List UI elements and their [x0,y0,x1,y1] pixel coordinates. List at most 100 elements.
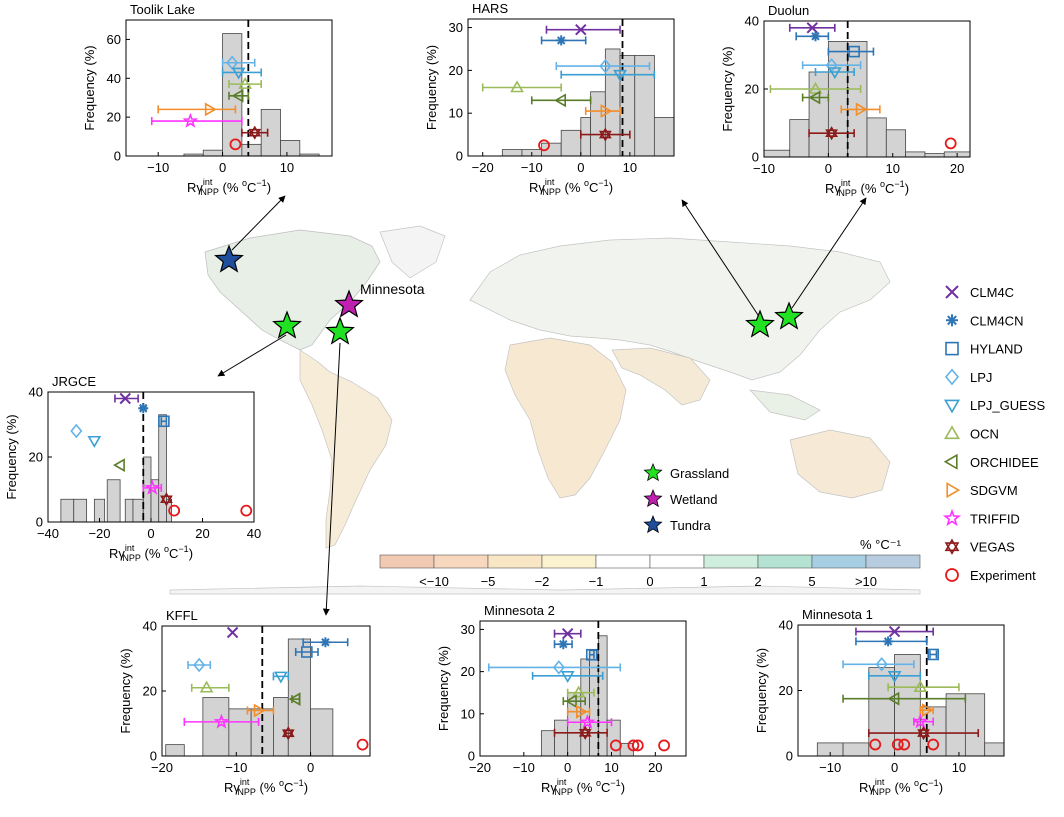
axis-label-part: −1 [293,778,303,788]
histogram-bar [132,498,144,523]
legend-item-sdgvm: SDGVM [946,482,1018,498]
data-point-ocn [199,680,214,693]
y-axis-label: Frequency (%) [720,46,735,131]
colorbar-segment [379,554,435,569]
axis-label-part: (% [141,546,164,561]
site-arrow [791,197,867,309]
colorbar-segment [649,554,705,569]
site-legend-label: Grassland [670,466,729,481]
data-point-sdgvm [576,704,588,719]
x-tick-label: 10 [886,161,900,176]
southeast-asia-landmass [749,389,821,421]
axis-label-part: Rγ [109,546,125,561]
x-tick-label: −10 [753,161,775,176]
axis-label-part: (% [219,180,242,195]
histogram-bar [165,744,185,757]
legend-item-vegas: VEGAS [944,538,1015,555]
data-point-hyland [158,415,170,428]
data-point-lpj-guess [87,435,102,448]
data-point-experiment [168,504,181,517]
hexagram-marker-icon [944,538,960,555]
x-tick-label: 10 [952,760,966,775]
colorbar-segment [595,554,651,569]
grassland-site-star-icon [774,301,804,330]
tundra-site-star-icon [214,244,244,273]
data-point-experiment [631,739,644,752]
y-axis-label: Frequency (%) [436,646,451,731]
histogram-bar [885,129,907,158]
x-tick-label: −20 [88,526,110,541]
histogram-bar [763,149,791,158]
panel-title: KFFL [166,608,198,623]
x-tick-label: 0 [891,760,898,775]
colorbar-tick-label: <−10 [419,574,449,589]
north-america-landmass [204,229,381,351]
axis-label-part: C [284,780,293,795]
x-tick-label: −10 [819,760,841,775]
axis-label-part: ) [939,780,943,795]
histogram-panel-minnesota-2: −20 −10 0 10 20 0 10 20 30 Minnesota 2 Frequency (… [436,603,687,797]
asterisk-marker-icon [946,314,958,327]
eurasia-landmass [469,237,891,381]
axis-label-part: −1 [610,778,620,788]
axis-label-part: o [584,178,589,188]
data-point-experiment [240,504,253,517]
histogram-bar [60,498,75,523]
y-tick-label: 20 [461,664,475,679]
data-point-experiment [356,738,369,751]
site-arrow [681,199,761,319]
colorbar-segment [433,554,489,569]
y-tick-label: 40 [29,385,43,400]
colorbar-tick-label: −2 [535,574,550,589]
legend-item-experiment: Experiment [945,568,1036,583]
south-asia-landmass [611,347,711,406]
axis-label-part: int [240,777,250,787]
axis-label-part: o [242,178,247,188]
site-arrow [322,342,341,616]
data-point-triffid [912,713,929,729]
legend-label: TRIFFID [970,511,1020,526]
axis-label-part: Rγ [825,181,841,196]
data-point-experiment [891,738,904,751]
y-tick-label: 0 [786,749,793,764]
x-tick-label: 20 [648,760,662,775]
x-tick-label: −20 [472,160,494,175]
axis-label-part: C [247,180,256,195]
colorbar-segment [757,554,813,569]
histogram-bar [597,635,608,757]
colorbar-segment [811,554,867,569]
data-point-lpj-guess [560,671,575,683]
axis-label-part: int [125,543,135,553]
histogram-bar [945,693,966,757]
y-tick-label: 0 [150,749,157,764]
axis-label-part: −1 [894,179,904,189]
axis-label-part: (% [561,180,584,195]
y-tick-label: 0 [36,515,43,530]
axis-label-part: (% [573,780,596,795]
axis-label-part: −1 [256,178,266,188]
histogram-panel-hars: −20 −10 0 10 0 10 20 30 HARS Frequency (%) Rγint NP… [424,1,675,197]
data-point-vegas [825,126,838,141]
australia-landmass [789,429,891,499]
x-axis-label: Rγint NPP (% oC−1) [224,777,308,797]
data-point-orchidee [887,691,900,706]
colorbar-tick-label: >10 [855,574,877,589]
axis-label-part: −1 [178,544,188,554]
y-tick-label: 20 [449,63,463,78]
data-point-clm4cn [883,636,894,647]
histogram-bar [124,498,134,523]
wetland-site-star-icon [334,289,364,318]
panel-title: JRGCE [52,374,96,389]
colorbar-tick-label: 5 [808,574,815,589]
x-axis-label: Rγint NPP (% oC−1) [859,777,943,797]
histogram-bar [847,41,868,158]
axis-label-part: C [885,181,894,196]
y-tick-label: 40 [107,71,121,86]
axis-label-part: NPP [122,553,141,563]
x-tick-label: 20 [950,161,964,176]
axis-label-part: o [164,544,169,554]
axis-label-part: o [279,778,284,788]
x-tick-label: −10 [521,160,543,175]
square-marker-icon [945,341,959,356]
